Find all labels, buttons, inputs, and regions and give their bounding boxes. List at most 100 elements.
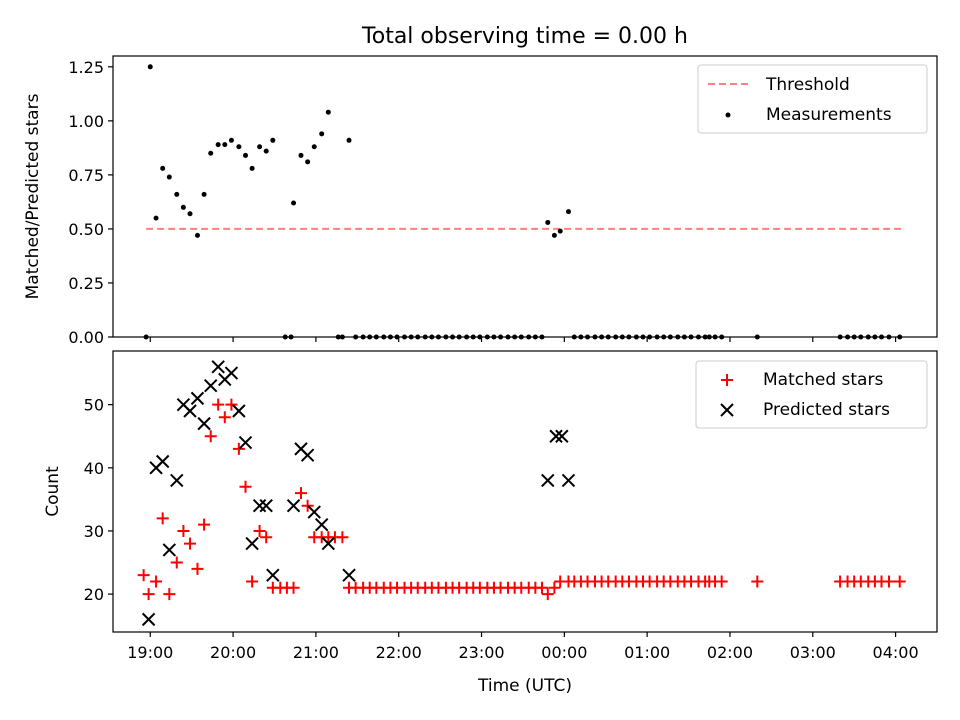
measurement-point xyxy=(257,144,263,150)
matched-star-point xyxy=(246,575,259,588)
measurement-point xyxy=(222,142,228,148)
predicted-stars-points xyxy=(141,360,576,627)
x-tick-label: 03:00 xyxy=(790,643,836,662)
count-panel-frame xyxy=(112,350,938,633)
measurement-point xyxy=(187,211,193,217)
measurement-point xyxy=(236,144,242,150)
measurement-point xyxy=(305,159,311,165)
measurement-point xyxy=(325,109,331,115)
ratio-panel-frame xyxy=(112,55,938,338)
ratio-y-ticks: 0.00 0.25 0.50 0.75 1.00 1.25 xyxy=(68,58,113,347)
count-y-ticks: 20 30 40 50 xyxy=(84,396,113,604)
measurement-point xyxy=(263,148,269,154)
predicted-star-point xyxy=(561,473,576,488)
matched-star-point xyxy=(294,487,307,500)
count-legend-box xyxy=(695,360,928,429)
ratio-panel: 0.00 0.25 0.50 0.75 1.00 1.25 Matched/Predict… xyxy=(23,55,938,347)
matched-star-point xyxy=(253,524,266,537)
measurement-point xyxy=(153,215,159,221)
measurement-point xyxy=(243,152,249,158)
measurement-point xyxy=(194,232,200,238)
matched-star-point xyxy=(142,588,155,601)
matched-star-point xyxy=(163,588,176,601)
matched-star-point xyxy=(204,430,217,443)
predicted-star-point xyxy=(300,448,315,462)
predicted-star-point xyxy=(141,612,156,627)
chart-title: Total observing time = 0.00 h xyxy=(361,24,688,49)
matched-star-point xyxy=(177,524,190,537)
predicted-star-point xyxy=(259,499,273,513)
predicted-star-point xyxy=(162,543,177,557)
x-tick-label: 22:00 xyxy=(376,643,422,662)
ratio-legend: Threshold Measurements xyxy=(697,64,928,134)
measurement-point xyxy=(291,200,297,206)
predicted-legend-marker xyxy=(720,403,734,417)
measurement-point xyxy=(180,204,186,210)
measurement-point xyxy=(201,191,207,197)
predicted-star-point xyxy=(286,499,301,513)
matched-star-point xyxy=(287,581,300,594)
predicted-star-point xyxy=(155,454,170,469)
measurement-point xyxy=(346,137,352,143)
count-y-axis-label: Count xyxy=(43,466,63,517)
predicted-star-point xyxy=(342,568,356,582)
measurements-legend-label: Measurements xyxy=(766,105,892,125)
ratio-y-axis-label: Matched/Predicted stars xyxy=(23,93,43,299)
count-x-ticks: 19:00 20:00 21:00 22:00 23:00 00:00 01:00 02:00… xyxy=(127,632,919,662)
matched-star-point xyxy=(336,531,349,544)
x-tick-label: 19:00 xyxy=(127,643,173,662)
measurements-legend-marker xyxy=(725,112,731,118)
measurement-point xyxy=(228,137,234,143)
matched-stars-points xyxy=(137,398,906,601)
matched-star-point xyxy=(751,575,764,588)
measurement-point xyxy=(215,142,221,148)
matched-star-point xyxy=(541,588,554,601)
ratio-x-ticks xyxy=(149,337,897,342)
count-legend: Matched stars Predicted stars xyxy=(695,360,928,429)
matched-star-point xyxy=(137,569,150,582)
matched-star-point xyxy=(198,518,211,531)
matched-star-point xyxy=(260,531,273,544)
p1-ytick-label: 50 xyxy=(84,396,104,415)
predicted-star-point xyxy=(549,429,563,443)
threshold-legend-label: Threshold xyxy=(765,75,850,95)
predicted-star-point xyxy=(307,505,321,519)
predicted-star-point xyxy=(541,473,555,488)
p0-ytick-label: 0.50 xyxy=(68,220,104,239)
predicted-star-point xyxy=(232,404,246,418)
measurement-point xyxy=(208,150,214,156)
measurement-point xyxy=(160,165,166,171)
predicted-star-point xyxy=(197,416,211,431)
measurement-point xyxy=(270,137,276,143)
p0-ytick-label: 1.25 xyxy=(68,58,104,77)
matched-star-point xyxy=(893,575,906,588)
matched-star-point xyxy=(535,581,548,594)
predicted-legend-label: Predicted stars xyxy=(763,400,890,420)
matched-star-point xyxy=(191,562,204,575)
predicted-star-point xyxy=(245,536,259,551)
predicted-star-point xyxy=(183,404,197,418)
x-tick-label: 23:00 xyxy=(458,643,504,662)
p0-ytick-label: 0.75 xyxy=(68,166,104,185)
measurement-point xyxy=(557,228,563,234)
p0-ytick-label: 0.00 xyxy=(68,328,104,347)
predicted-star-point xyxy=(204,379,218,393)
x-tick-label: 00:00 xyxy=(541,643,587,662)
measurement-point xyxy=(249,165,255,171)
p0-ytick-label: 0.25 xyxy=(68,274,104,293)
matched-star-point xyxy=(715,575,728,588)
x-tick-label: 02:00 xyxy=(707,643,753,662)
x-tick-label: 20:00 xyxy=(210,643,256,662)
measurement-point xyxy=(545,219,551,225)
predicted-star-point xyxy=(555,429,569,443)
matched-star-point xyxy=(150,575,163,588)
matched-star-point xyxy=(225,398,238,411)
matched-star-point xyxy=(239,480,252,493)
measurement-point xyxy=(174,191,180,197)
x-tick-label: 01:00 xyxy=(624,643,670,662)
measurement-point xyxy=(319,131,325,137)
measurement-point xyxy=(311,144,317,150)
matched-star-point xyxy=(232,442,245,455)
predicted-star-point xyxy=(190,391,205,406)
